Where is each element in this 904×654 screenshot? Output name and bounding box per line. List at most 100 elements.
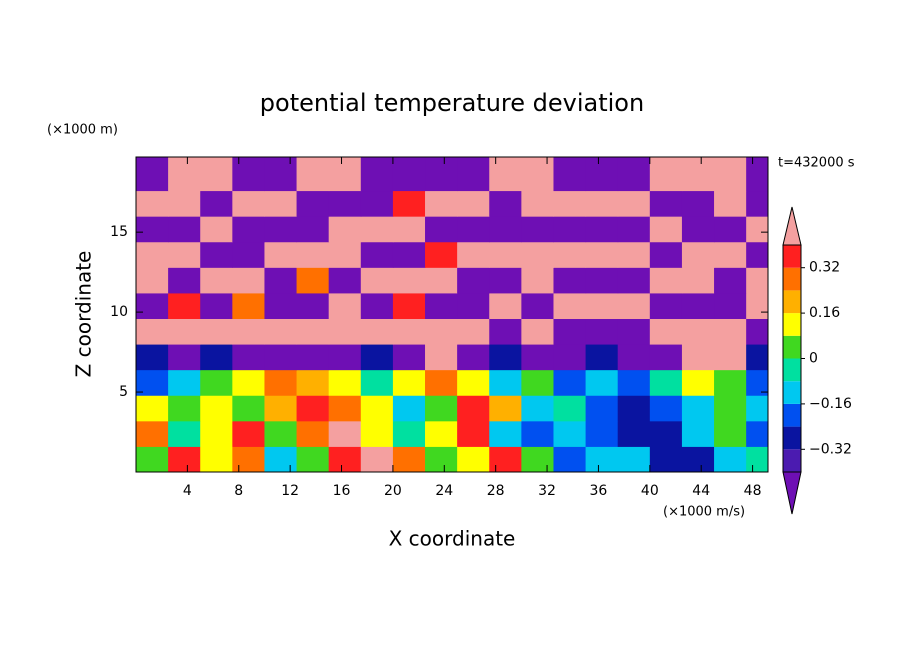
- chart-title: potential temperature deviation: [260, 89, 644, 117]
- field-cell: [360, 318, 394, 345]
- field-cell: [746, 292, 768, 319]
- colorbar-tick-label: −0.16: [809, 396, 852, 412]
- field-cell: [328, 446, 362, 472]
- field-cell: [232, 369, 265, 396]
- field-cell: [425, 318, 458, 345]
- field-cell: [296, 369, 330, 396]
- field-cell: [617, 216, 651, 243]
- colorbar-tick-label: 0.16: [809, 305, 840, 321]
- field-cell: [264, 241, 298, 268]
- colorbar-band: [783, 426, 801, 450]
- field-cell: [553, 395, 587, 422]
- field-cell: [264, 369, 298, 396]
- colorbar-band: [783, 449, 801, 472]
- field-cell: [649, 318, 683, 345]
- field-cell: [264, 420, 298, 447]
- field-cell: [392, 292, 426, 319]
- field-cell: [585, 292, 619, 319]
- field-cell: [264, 292, 298, 319]
- field-cell: [746, 318, 768, 345]
- colorbar-tick-label: 0: [809, 351, 818, 367]
- field-cell: [296, 216, 330, 243]
- field-cell: [264, 446, 298, 472]
- field-cell: [232, 344, 265, 371]
- field-cell: [553, 446, 587, 472]
- field-cell: [168, 157, 201, 192]
- field-cell: [296, 420, 330, 447]
- field-cell: [360, 369, 394, 396]
- field-cell: [136, 216, 169, 243]
- field-cell: [714, 292, 747, 319]
- field-cell: [392, 190, 426, 217]
- field-cell: [553, 292, 587, 319]
- field-cell: [392, 395, 426, 422]
- field-cell: [649, 267, 683, 294]
- field-cell: [649, 420, 683, 447]
- field-cell: [489, 292, 522, 319]
- colorbar-tick-label: 0.32: [809, 260, 840, 276]
- field-cell: [425, 157, 458, 192]
- field-cell: [746, 241, 768, 268]
- field-cell: [168, 241, 201, 268]
- colorbar-over: [782, 206, 802, 246]
- field-cell: [714, 267, 747, 294]
- field-cell: [521, 190, 554, 217]
- field-cell: [392, 318, 426, 345]
- field-cell: [553, 216, 587, 243]
- field-cell: [425, 395, 458, 422]
- field-cell: [200, 190, 233, 217]
- field-cell: [232, 267, 265, 294]
- colorbar-band: [783, 335, 801, 359]
- field-cell: [457, 292, 490, 319]
- x-tick-label: 12: [281, 483, 299, 499]
- field-cell: [200, 157, 233, 192]
- field-cell: [714, 446, 747, 472]
- field-cell: [521, 267, 554, 294]
- field-cell: [553, 420, 587, 447]
- field-cell: [425, 267, 458, 294]
- field-cell: [296, 344, 330, 371]
- field-cell: [136, 420, 169, 447]
- field-cell: [168, 318, 201, 345]
- field-cell: [681, 267, 715, 294]
- field-cell: [489, 395, 522, 422]
- field-cell: [714, 369, 747, 396]
- y-unit: (×1000 m): [47, 123, 118, 138]
- field-cell: [649, 344, 683, 371]
- field-cell: [649, 395, 683, 422]
- field-cell: [360, 216, 394, 243]
- y-axis-label: Z coordinate: [72, 251, 96, 378]
- field-cell: [136, 267, 169, 294]
- field-cell: [585, 344, 619, 371]
- y-tick-label: 10: [110, 304, 128, 320]
- x-tick-label: 4: [183, 483, 192, 499]
- field-cell: [649, 157, 683, 192]
- field-cell: [457, 318, 490, 345]
- field-cell: [425, 241, 458, 268]
- field-cell: [328, 292, 362, 319]
- field-cell: [585, 267, 619, 294]
- field-cell: [425, 216, 458, 243]
- field-cell: [681, 216, 715, 243]
- field-cell: [264, 190, 298, 217]
- field-cell: [617, 344, 651, 371]
- field-cell: [232, 190, 265, 217]
- field-cell: [746, 344, 768, 371]
- field-cell: [457, 241, 490, 268]
- field-cell: [425, 446, 458, 472]
- field-cell: [714, 157, 747, 192]
- field-cell: [617, 292, 651, 319]
- field-cell: [585, 369, 619, 396]
- field-cell: [296, 157, 330, 192]
- field-cell: [457, 446, 490, 472]
- field-cell: [585, 157, 619, 192]
- field-cell: [136, 241, 169, 268]
- field-cell: [264, 216, 298, 243]
- field-cell: [232, 446, 265, 472]
- field-cell: [489, 190, 522, 217]
- field-cell: [553, 318, 587, 345]
- field-cell: [232, 157, 265, 192]
- field-cell: [296, 267, 330, 294]
- field-cell: [617, 395, 651, 422]
- field-cell: [168, 395, 201, 422]
